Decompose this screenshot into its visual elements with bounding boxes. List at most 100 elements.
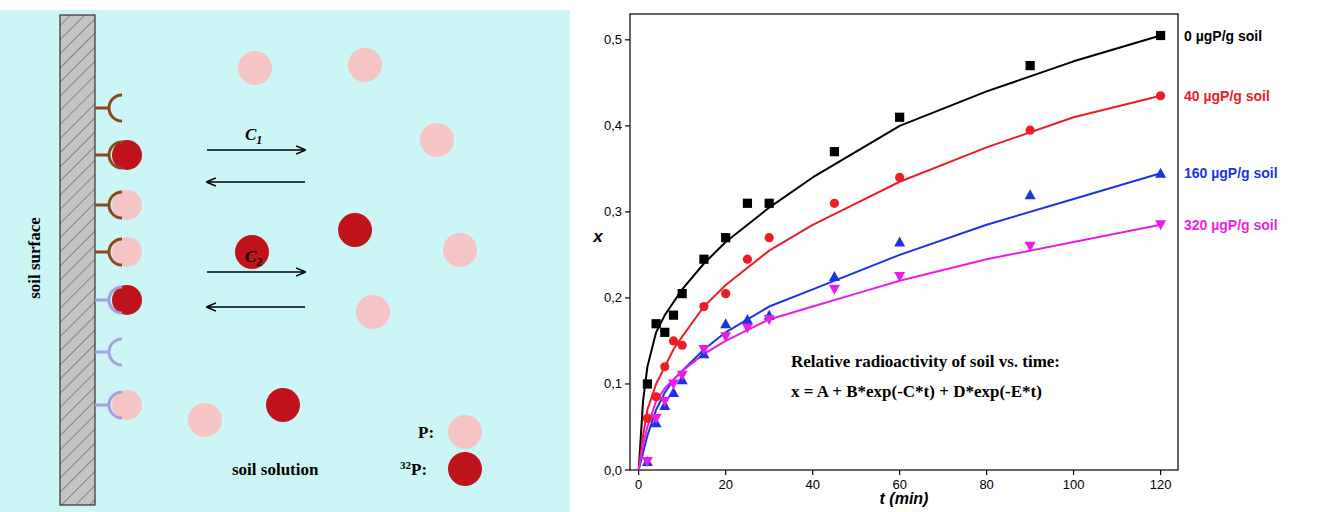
- x-tick: [638, 470, 639, 475]
- data-point: [660, 328, 669, 337]
- legend-superscript: 32: [400, 459, 412, 471]
- data-point: [1026, 126, 1035, 135]
- data-point: [829, 271, 840, 281]
- data-point: [765, 233, 774, 242]
- soil-surface-label: soil surface: [25, 217, 44, 299]
- data-point: [1155, 168, 1166, 178]
- data-point: [720, 332, 731, 342]
- x-tick-label: 0: [635, 477, 642, 492]
- data-point: [651, 392, 660, 401]
- data-point: [894, 237, 905, 247]
- ion: [235, 235, 269, 269]
- series-label: 40 µgP/g soil: [1184, 88, 1270, 104]
- x-tick: [1073, 470, 1074, 475]
- y-tick: [625, 383, 630, 384]
- rate-label: C1: [245, 125, 262, 147]
- y-tick-label: 0,5: [604, 32, 622, 47]
- binding-site: [95, 390, 142, 420]
- x-tick-label: 100: [1063, 477, 1085, 492]
- y-tick-label: 0,2: [604, 290, 622, 305]
- fit-curve: [639, 36, 1161, 470]
- data-point: [720, 318, 731, 328]
- data-point: [830, 147, 839, 156]
- data-point: [643, 414, 652, 423]
- ion: [266, 388, 300, 422]
- data-point: [642, 456, 653, 466]
- data-point: [1156, 31, 1165, 40]
- binding-site: [95, 285, 142, 315]
- binding-site: [95, 95, 122, 121]
- x-tick: [812, 470, 813, 475]
- backward-arrow: [207, 181, 305, 183]
- data-point: [669, 336, 678, 345]
- data-point: [894, 272, 905, 282]
- data-point: [660, 362, 669, 371]
- data-point: [743, 255, 752, 264]
- legend-label: P:: [418, 423, 434, 442]
- data-point: [743, 199, 752, 208]
- forward-arrow: [207, 271, 305, 273]
- data-point: [643, 379, 652, 388]
- data-point: [668, 379, 679, 389]
- annotation: Relative radioactivity of soil vs. time:: [791, 352, 1060, 371]
- legend-text: P:: [411, 460, 427, 479]
- ion: [420, 123, 454, 157]
- data-point: [1155, 220, 1166, 230]
- receptor: [95, 287, 122, 313]
- plot-marks: [639, 31, 1166, 470]
- data-point: [699, 302, 708, 311]
- x-tick-label: 80: [979, 477, 993, 492]
- ion: [188, 403, 222, 437]
- data-point: [678, 289, 687, 298]
- receptor: [95, 239, 122, 265]
- data-point: [642, 457, 653, 467]
- y-tick-label: 0,0: [604, 463, 622, 478]
- data-point: [764, 315, 775, 325]
- soil-surface-bar: [60, 15, 95, 505]
- receptor: [95, 392, 122, 418]
- data-point: [1025, 242, 1036, 252]
- y-tick: [625, 39, 630, 40]
- ion: [238, 51, 272, 85]
- rate-label: C2: [245, 247, 262, 269]
- x-tick-label: 20: [718, 477, 732, 492]
- legend-swatch: [448, 452, 482, 486]
- binding-site: [95, 190, 142, 220]
- annotation: x = A + B*exp(-C*t) + D*exp(-E*t): [791, 382, 1042, 401]
- ion: [356, 295, 390, 329]
- x-axis-title: t (min): [880, 490, 929, 507]
- data-point: [721, 289, 730, 298]
- y-tick: [625, 211, 630, 212]
- binding-site: [95, 339, 122, 365]
- receptor: [95, 95, 122, 121]
- receptor: [95, 142, 122, 168]
- binding-site: [95, 140, 142, 170]
- series-label: 320 µgP/g soil: [1184, 217, 1278, 233]
- data-point: [651, 319, 660, 328]
- fit-curve: [639, 173, 1161, 470]
- plot-frame: [630, 14, 1178, 470]
- backward-arrow: [207, 306, 305, 308]
- y-tick: [625, 125, 630, 126]
- data-point: [742, 324, 753, 334]
- ion: [348, 48, 382, 82]
- data-point: [699, 255, 708, 264]
- y-tick-label: 0,3: [604, 204, 622, 219]
- y-tick: [625, 297, 630, 298]
- soil-solution-label: soil solution: [232, 460, 319, 479]
- x-tick-label: 120: [1150, 477, 1172, 492]
- data-point: [1025, 189, 1036, 199]
- x-tick: [899, 470, 900, 475]
- receptor: [95, 339, 122, 365]
- y-tick: [625, 469, 630, 470]
- data-point: [721, 233, 730, 242]
- data-point: [895, 173, 904, 182]
- data-point: [669, 311, 678, 320]
- rate-subscript: 1: [256, 133, 262, 147]
- ion: [338, 213, 372, 247]
- fit-curve: [639, 225, 1161, 470]
- y-tick-label: 0,4: [604, 118, 622, 133]
- data-point: [765, 199, 774, 208]
- forward-arrow: [207, 149, 305, 151]
- data-point: [698, 345, 709, 355]
